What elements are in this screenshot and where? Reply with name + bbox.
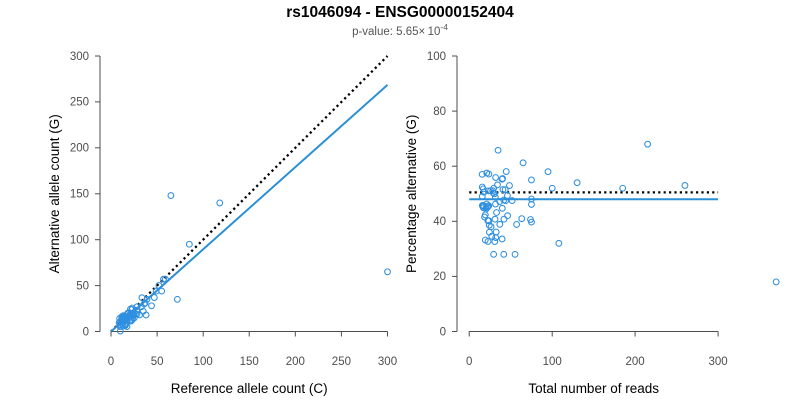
svg-text:250: 250 [70,97,89,109]
svg-text:100: 100 [70,235,89,247]
svg-text:200: 200 [626,356,645,368]
svg-text:200: 200 [70,143,89,155]
svg-text:100: 100 [427,51,446,63]
svg-text:Total number of reads: Total number of reads [528,381,659,396]
svg-text:0: 0 [83,326,89,338]
svg-text:250: 250 [332,356,351,368]
svg-text:80: 80 [433,106,446,118]
svg-text:20: 20 [433,271,446,283]
svg-text:50: 50 [76,280,89,292]
svg-text:Alternative allele count (G): Alternative allele count (G) [47,114,62,273]
svg-text:0: 0 [440,326,446,338]
svg-text:Reference allele count (C): Reference allele count (C) [171,381,328,396]
svg-text:300: 300 [378,356,397,368]
svg-text:0: 0 [466,356,472,368]
svg-text:100: 100 [543,356,562,368]
svg-text:Percentage alternative (G): Percentage alternative (G) [404,115,419,273]
svg-text:150: 150 [70,189,89,201]
svg-text:50: 50 [151,356,164,368]
svg-text:300: 300 [709,356,728,368]
svg-text:200: 200 [286,356,305,368]
svg-text:0: 0 [108,356,114,368]
svg-text:300: 300 [70,51,89,63]
svg-text:40: 40 [433,216,446,228]
svg-text:150: 150 [240,356,259,368]
svg-text:60: 60 [433,161,446,173]
svg-text:100: 100 [194,356,213,368]
